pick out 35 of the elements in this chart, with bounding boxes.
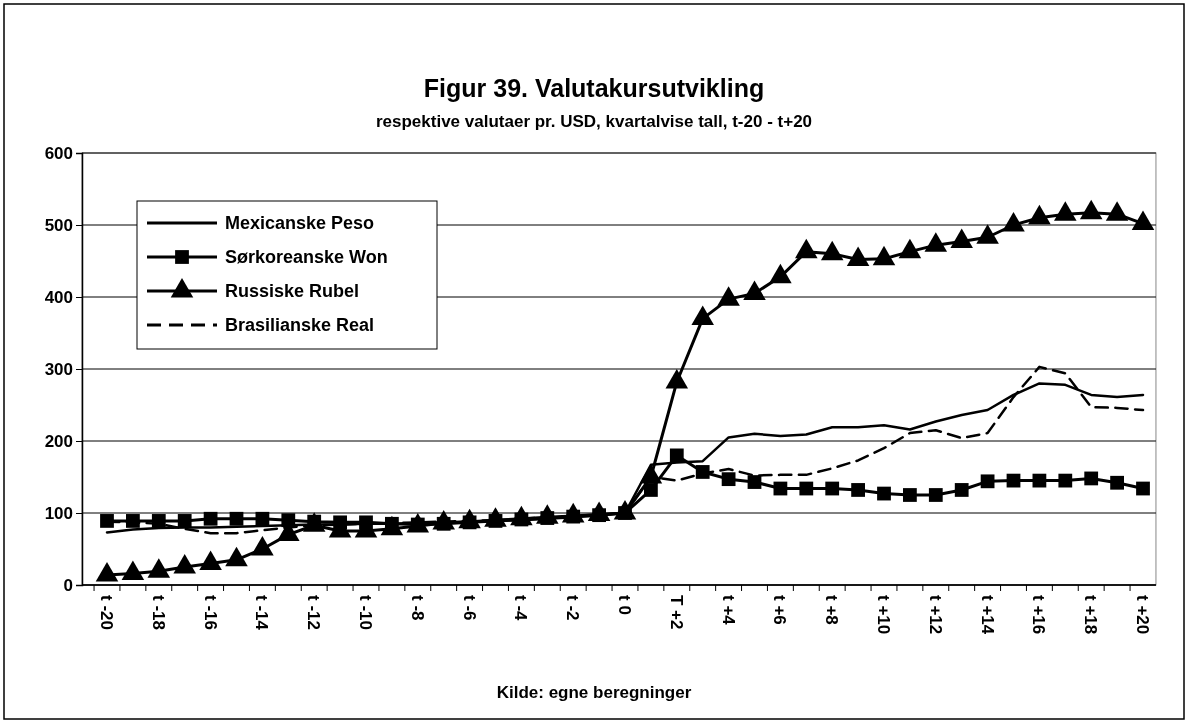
y-tick-label: 300: [44, 359, 73, 379]
x-tick-label: t -8: [407, 595, 427, 621]
chart-title: Figur 39. Valutakursutvikling: [423, 74, 765, 102]
x-tick-label: t +8: [822, 595, 842, 625]
legend-label: Sørkoreanske Won: [225, 247, 388, 267]
x-tick-label: t -10: [356, 595, 375, 630]
x-tick-label: t +4: [718, 595, 738, 626]
x-tick-label: t +14: [977, 595, 997, 635]
legend-label: Mexicanske Peso: [225, 213, 375, 233]
y-tick-label: 100: [44, 503, 73, 523]
text: Kilde: egne beregninger: [496, 683, 692, 702]
y-tick-label: 200: [44, 431, 73, 451]
x-tick-label: t -6: [459, 595, 479, 621]
x-tick-label: t 0: [615, 595, 634, 615]
y-tick-label: 600: [44, 143, 73, 163]
x-tick-label: t -12: [304, 595, 324, 630]
x-tick-label: t -14: [252, 595, 272, 631]
x-tick-label: t +16: [1029, 595, 1049, 635]
legend-label: Russiske Rubel: [225, 281, 360, 301]
x-tick-label: t +18: [1081, 595, 1101, 635]
y-tick-label: 0: [63, 575, 73, 595]
x-tick-label: t -20: [97, 595, 116, 630]
y-tick-label: 400: [44, 287, 73, 307]
y-tick-label: 500: [44, 215, 73, 235]
x-tick-label: t -4: [511, 595, 531, 622]
chart-subtitle: respektive valutaer pr. USD, kvartalvise tall, t-20 - t+20: [375, 112, 813, 131]
x-tick-label: t +6: [770, 595, 790, 625]
x-tick-label: t -18: [148, 595, 168, 630]
x-tick-label: t -16: [200, 595, 220, 630]
x-tick-label: T +2: [666, 595, 686, 630]
x-tick-label: t +20: [1133, 595, 1152, 635]
x-tick-label: t +10: [874, 595, 893, 635]
legend-label: Brasilianske Real: [225, 315, 375, 335]
x-tick-label: t -2: [563, 595, 583, 621]
x-tick-label: t +12: [925, 595, 945, 635]
